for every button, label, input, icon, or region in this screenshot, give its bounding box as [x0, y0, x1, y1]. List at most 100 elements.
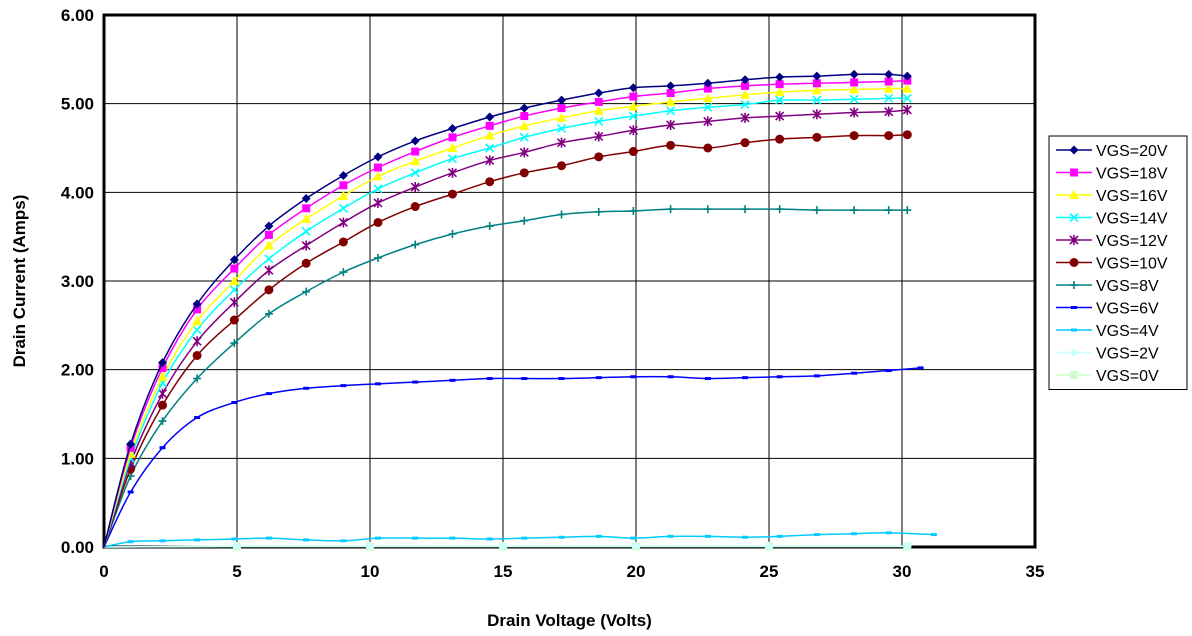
series-vgs-2v: [103, 541, 912, 551]
data-point: [741, 205, 750, 214]
data-point: [340, 539, 347, 543]
data-point: [521, 536, 528, 540]
y-axis-title: Drain Current (Amps): [10, 195, 29, 368]
data-point: [764, 541, 774, 551]
data-point: [301, 194, 311, 204]
data-point: [666, 81, 676, 91]
data-point: [373, 152, 383, 162]
data-point: [594, 116, 604, 126]
data-point: [448, 133, 457, 142]
data-point: [849, 94, 859, 104]
data-point: [373, 217, 383, 227]
data-point: [704, 377, 711, 381]
data-point: [159, 539, 166, 543]
data-point: [851, 532, 858, 536]
x-tick-label: 30: [893, 562, 912, 581]
data-point: [264, 254, 274, 264]
data-point: [301, 240, 311, 251]
data-point: [594, 152, 604, 162]
data-point: [902, 541, 912, 551]
data-point: [302, 287, 311, 296]
legend-label: VGS=10V: [1096, 256, 1168, 273]
series-line: [103, 367, 921, 548]
data-point: [775, 80, 784, 89]
data-point: [884, 206, 893, 215]
data-point: [629, 206, 638, 215]
legend-marker: [1069, 235, 1079, 245]
data-point: [192, 336, 202, 347]
legend-marker: [1069, 212, 1079, 223]
data-point: [902, 71, 912, 81]
data-point: [740, 112, 750, 123]
data-point: [229, 285, 239, 295]
data-point: [740, 75, 750, 85]
legend-item: VGS=4V: [1056, 323, 1159, 340]
data-point: [702, 93, 713, 103]
legend-label: VGS=12V: [1096, 233, 1168, 250]
x-tick-label: 0: [99, 562, 108, 581]
series-line: [103, 97, 908, 548]
y-tick-label: 0.00: [61, 538, 94, 557]
data-point: [594, 97, 603, 106]
data-point: [884, 69, 894, 79]
data-point: [666, 89, 675, 98]
data-point: [338, 217, 348, 228]
data-point: [703, 84, 712, 93]
y-tick-label: 2.00: [61, 361, 94, 380]
data-point: [339, 268, 348, 277]
data-point: [372, 171, 383, 181]
data-point: [485, 155, 495, 166]
data-point: [774, 87, 785, 97]
x-tick-label: 35: [1026, 562, 1045, 581]
legend-item: VGS=6V: [1056, 301, 1159, 318]
data-point: [264, 309, 273, 318]
data-point: [264, 285, 274, 295]
series-vgs-12v: [103, 104, 912, 548]
data-point: [338, 190, 349, 200]
data-point: [410, 168, 420, 178]
data-point: [264, 221, 274, 231]
legend-label: VGS=14V: [1096, 211, 1168, 228]
data-point: [157, 388, 168, 399]
series-line: [103, 532, 934, 548]
legend-marker: [1071, 328, 1077, 332]
data-point: [917, 366, 924, 370]
data-point: [412, 380, 419, 384]
data-point: [884, 131, 894, 141]
data-point: [595, 376, 602, 380]
legend-item: VGS=10V: [1056, 256, 1168, 273]
data-point: [365, 541, 375, 551]
series-layer: [103, 69, 937, 551]
legend-label: VGS=0V: [1096, 368, 1159, 385]
data-point: [849, 84, 860, 94]
data-point: [485, 143, 495, 153]
data-point: [703, 143, 713, 153]
data-point: [742, 535, 749, 539]
data-point: [192, 325, 202, 335]
data-point: [373, 163, 382, 172]
data-point: [812, 79, 821, 88]
data-point: [412, 536, 419, 540]
data-point: [232, 541, 242, 551]
data-point: [519, 103, 529, 113]
data-point: [301, 258, 311, 268]
data-point: [231, 537, 238, 541]
data-point: [666, 119, 676, 130]
data-point: [303, 386, 310, 390]
data-point: [703, 102, 713, 112]
data-point: [703, 78, 713, 88]
y-tick-label: 5.00: [61, 95, 94, 114]
data-point: [158, 363, 167, 372]
data-point: [126, 439, 136, 449]
data-point: [703, 116, 713, 127]
data-point: [557, 104, 566, 113]
data-point: [264, 265, 274, 276]
legend-item: VGS=18V: [1056, 166, 1168, 183]
series-vgs-10v: [103, 130, 912, 548]
data-point: [813, 533, 820, 537]
data-point: [192, 350, 202, 360]
data-point: [812, 95, 822, 105]
data-point: [229, 276, 240, 285]
data-point: [776, 375, 783, 379]
legend-item: VGS=16V: [1056, 188, 1168, 205]
